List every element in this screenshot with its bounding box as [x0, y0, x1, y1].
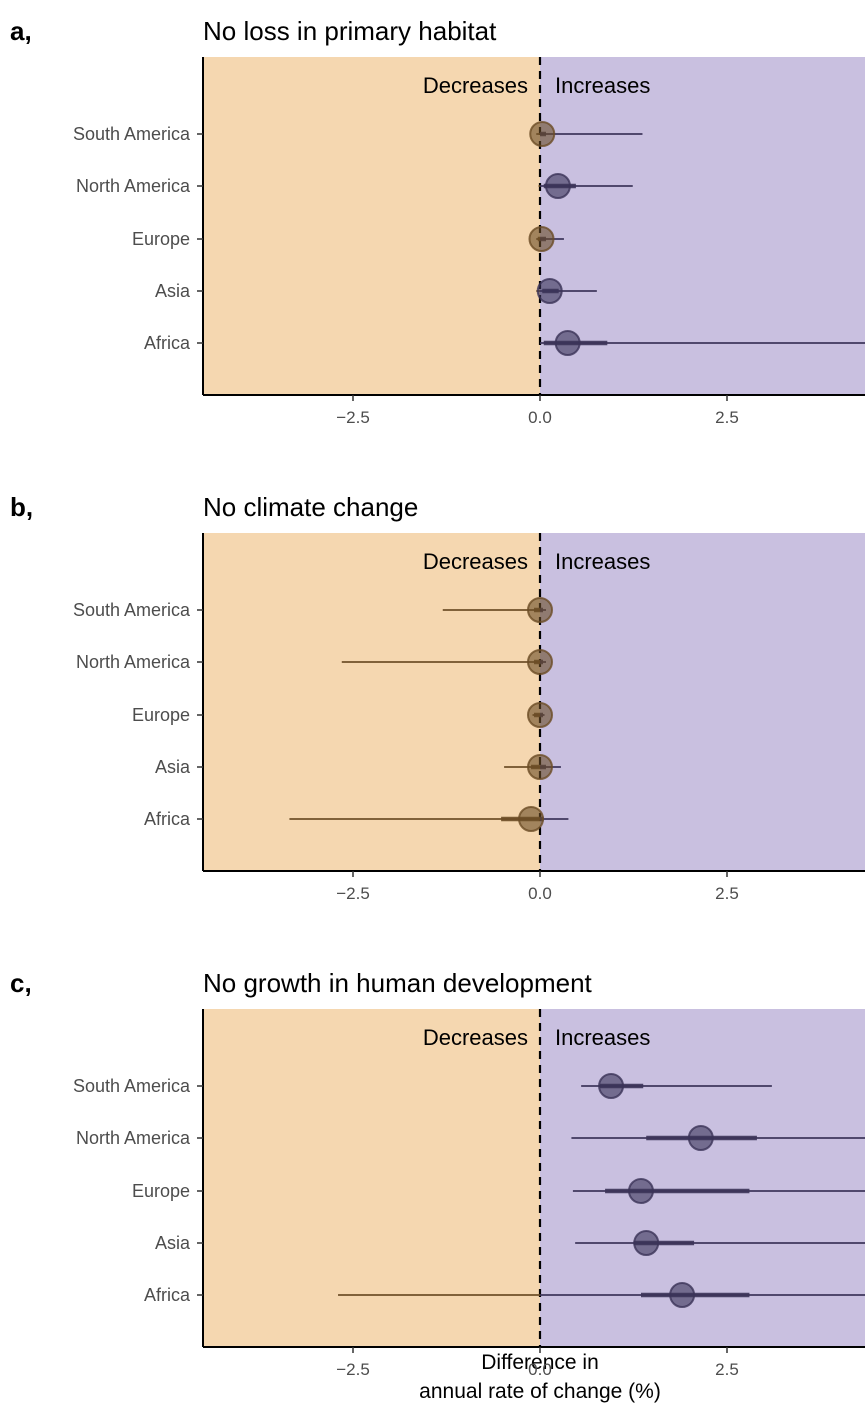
x-tick-label: 0.0	[528, 1360, 552, 1379]
x-tick-label: 2.5	[715, 1360, 739, 1379]
category-label: South America	[73, 1076, 191, 1096]
category-label: Africa	[144, 1285, 191, 1305]
category-label: Africa	[144, 809, 191, 829]
category-label: Europe	[132, 229, 190, 249]
decreases-label: Decreases	[423, 1025, 528, 1050]
category-label: Europe	[132, 1181, 190, 1201]
category-label: Asia	[155, 1233, 191, 1253]
increases-label: Increases	[555, 1025, 650, 1050]
x-tick-label: −2.5	[336, 408, 370, 427]
x-tick-label: −2.5	[336, 1360, 370, 1379]
point-estimate	[527, 649, 553, 675]
point-estimate	[529, 121, 556, 147]
increase-region	[540, 533, 865, 871]
category-label: Asia	[155, 281, 191, 301]
category-label: Asia	[155, 757, 191, 777]
x-axis-title-line2: annual rate of change (%)	[419, 1380, 661, 1403]
point-estimate	[554, 330, 581, 356]
panel-letter: b,	[10, 492, 33, 522]
point-estimate	[598, 1073, 625, 1099]
increases-label: Increases	[555, 73, 650, 98]
increases-label: Increases	[555, 549, 650, 574]
panel-3: c, No growth in human development Decrease…	[10, 968, 865, 1379]
x-tick-label: −2.5	[336, 884, 370, 903]
x-tick-label: 0.0	[528, 408, 552, 427]
point-estimate	[687, 1125, 714, 1151]
panel-title: No loss in primary habitat	[203, 16, 497, 46]
decrease-region	[203, 533, 540, 871]
category-label: North America	[76, 1128, 191, 1148]
x-axis-title-line1: Difference in	[481, 1351, 599, 1374]
decrease-region	[203, 57, 540, 395]
point-estimate	[518, 806, 545, 832]
point-estimate	[528, 226, 555, 252]
increase-region	[540, 57, 865, 395]
category-label: Africa	[144, 333, 191, 353]
panel-title: No growth in human development	[203, 968, 593, 998]
point-estimate	[527, 702, 553, 728]
decreases-label: Decreases	[423, 549, 528, 574]
panel-1: a, No loss in primary habitat Decreases Inc…	[10, 16, 865, 427]
point-estimate	[536, 278, 563, 304]
point-estimate	[669, 1282, 696, 1308]
category-label: Europe	[132, 705, 190, 725]
category-label: North America	[76, 652, 191, 672]
increase-region	[540, 1009, 865, 1347]
decrease-region	[203, 1009, 540, 1347]
category-label: South America	[73, 124, 191, 144]
panel-title: No climate change	[203, 492, 418, 522]
point-estimate	[627, 1178, 654, 1204]
x-tick-label: 2.5	[715, 884, 739, 903]
panel-letter: a,	[10, 16, 32, 46]
panel-letter: c,	[10, 968, 32, 998]
category-label: North America	[76, 176, 191, 196]
point-estimate	[527, 754, 553, 780]
point-estimate	[527, 597, 553, 623]
point-estimate	[544, 173, 571, 199]
x-tick-label: 2.5	[715, 408, 739, 427]
x-tick-label: 0.0	[528, 884, 552, 903]
decreases-label: Decreases	[423, 73, 528, 98]
category-label: South America	[73, 600, 191, 620]
panel-2: b, No climate change Decreases Increases −2.…	[10, 492, 865, 903]
point-estimate	[633, 1230, 660, 1256]
